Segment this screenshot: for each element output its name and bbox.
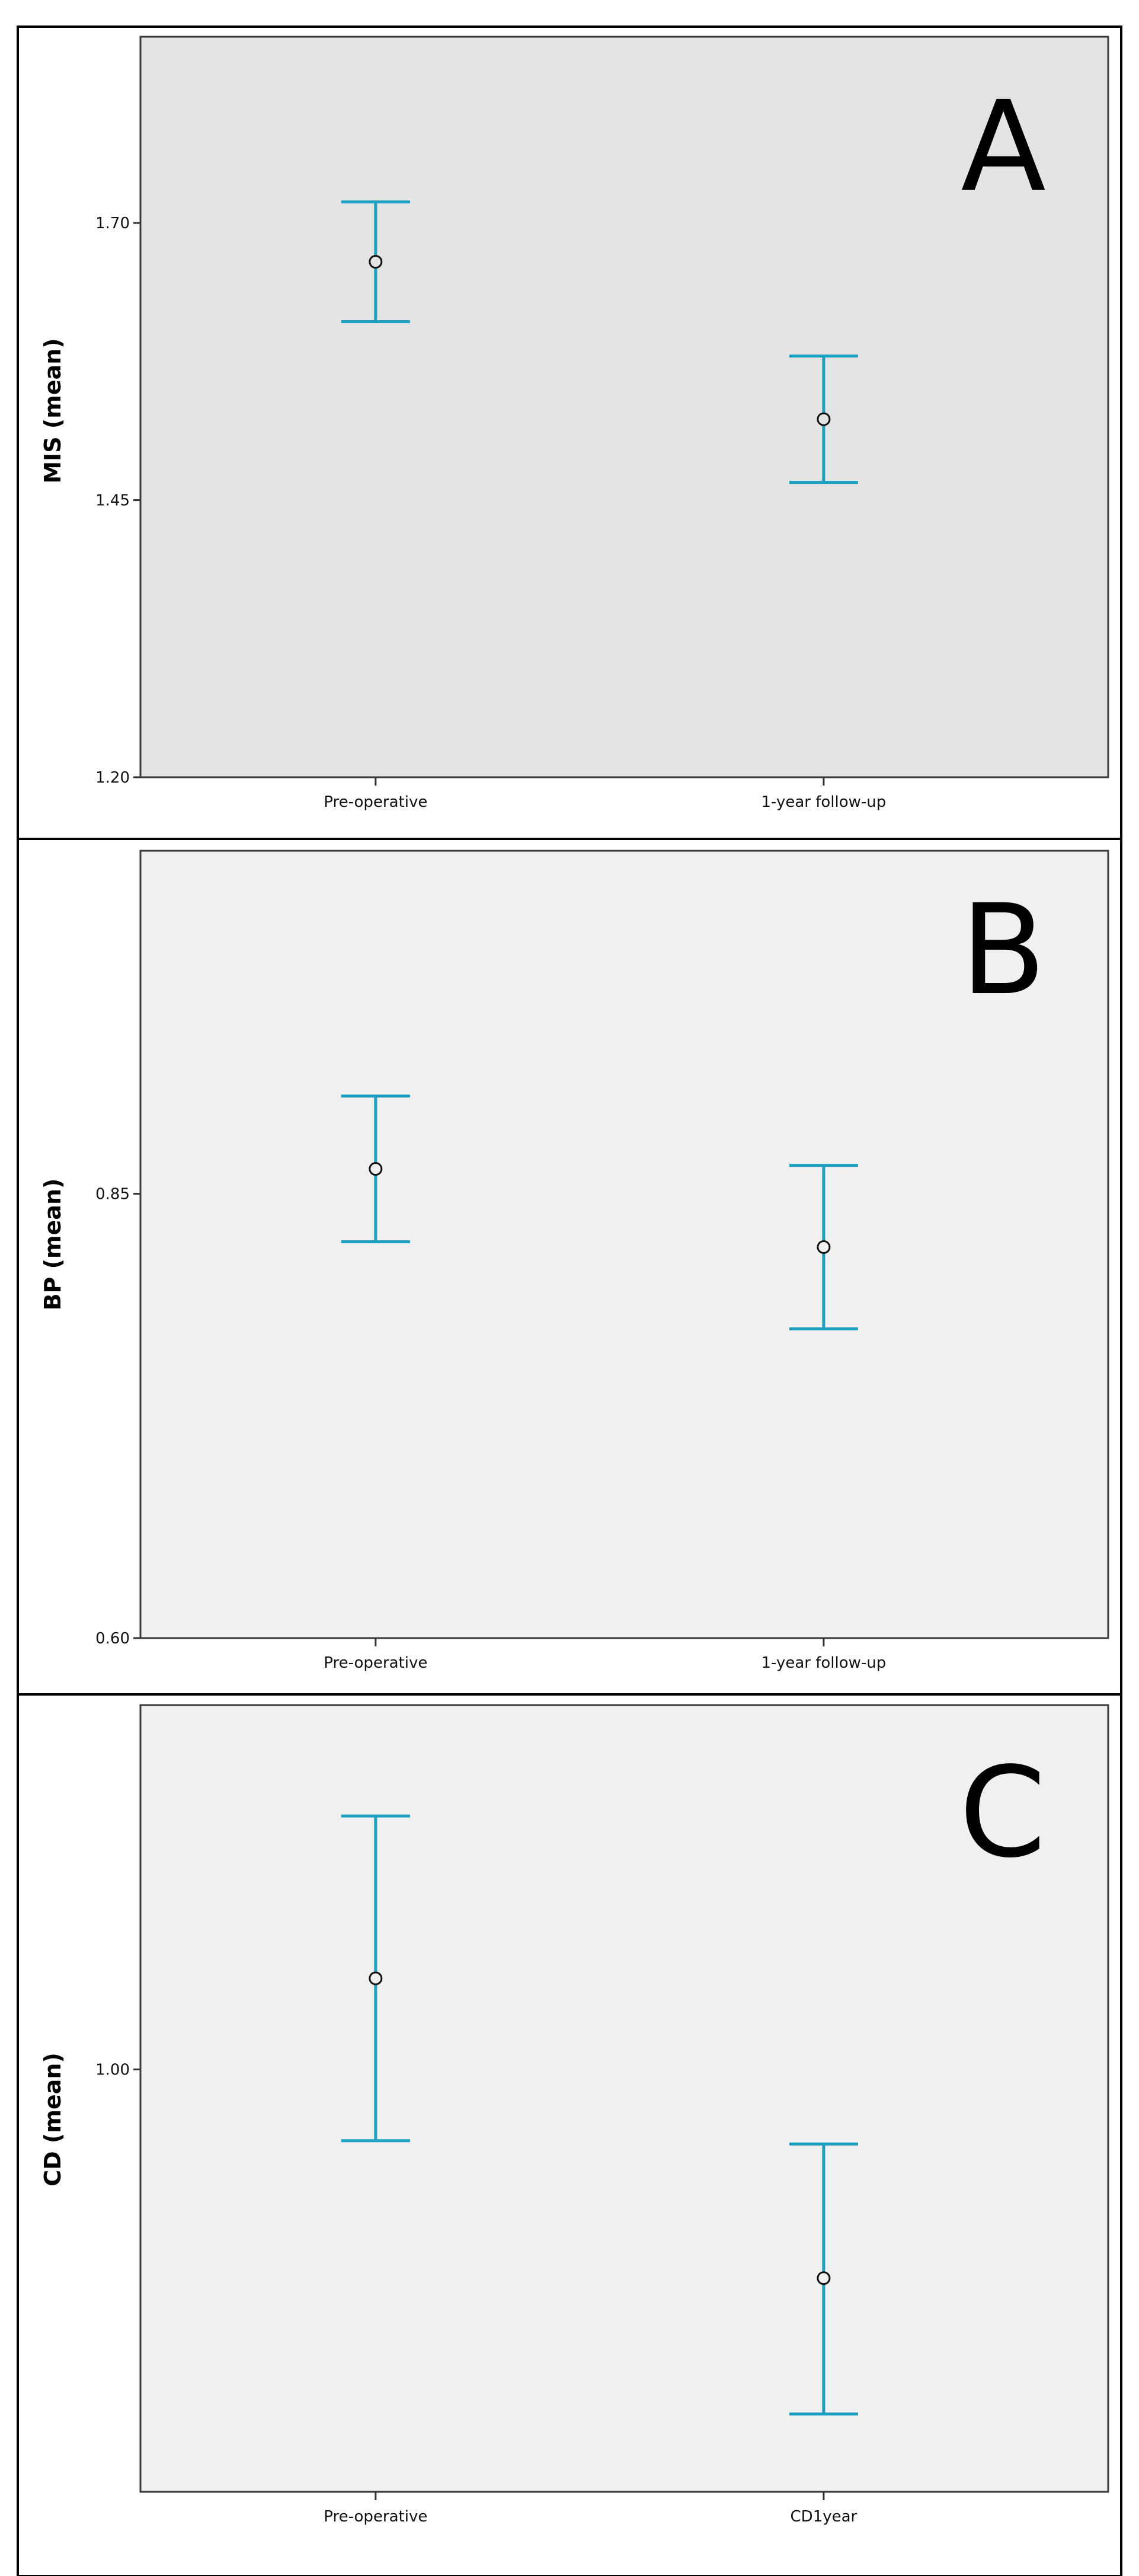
x-tick-label: 1-year follow-up [762,793,887,811]
y-tick-label: 0.85 [95,1186,130,1204]
x-tick-label: 1-year follow-up [762,1654,887,1672]
mean-marker [369,1162,383,1176]
mean-marker [369,255,383,269]
y-axis-label: CD (mean) [40,2052,66,2186]
mean-marker [369,1971,383,1986]
y-tick-label: 1.70 [95,215,130,232]
mean-marker [817,412,831,426]
panel-b: 0.60 0.85 BP (mean) B Pre-operative 1-year fo… [17,838,1122,1696]
y-tick-label: 1.45 [95,492,130,510]
y-tick-label: 1.00 [95,2061,130,2079]
plot-area [139,1704,1109,2493]
panel-a: 1.20 1.45 1.70 MIS (mean) A Pre-operative 1-ye… [17,25,1122,840]
x-tick-label: Pre-operative [324,2508,427,2526]
plot-area [139,850,1109,1639]
y-axis-label: MIS (mean) [40,338,66,483]
x-tick-label: Pre-operative [324,793,427,811]
y-axis-label: BP (mean) [40,1179,66,1311]
panel-letter: B [961,877,1046,1023]
panel-letter: C [959,1740,1046,1885]
plot-area [139,36,1109,778]
x-tick-label: CD1year [791,2508,858,2526]
mean-marker [817,2271,831,2285]
panel-c: 1.00 CD (mean) C Pre-operative CD1year [17,1693,1122,2576]
y-tick-label: 1.20 [95,769,130,787]
panel-letter: A [961,74,1046,219]
x-tick-label: Pre-operative [324,1654,427,1672]
y-tick-label: 0.60 [95,1630,130,1648]
mean-marker [817,1240,831,1254]
